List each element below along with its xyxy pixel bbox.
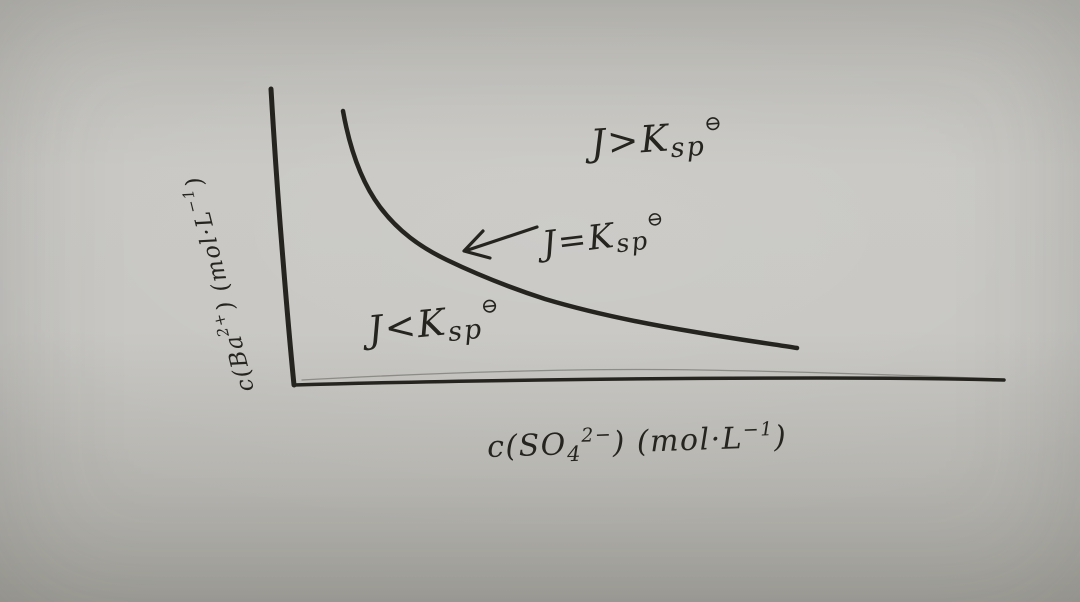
- x-axis-line: [292, 376, 1006, 387]
- label-on-curve: J=Ksp⊖: [533, 205, 669, 268]
- y-axis-label-pre: c(Ba: [220, 332, 259, 395]
- y-axis-label-mid: ) (mol·L: [189, 207, 239, 314]
- label-on-curve-subscript: sp: [615, 226, 651, 259]
- label-below-curve-superscript: ⊖: [479, 293, 501, 319]
- label-above-curve-subscript: sp: [670, 131, 707, 164]
- annotation-arrowhead-icon: [462, 229, 492, 260]
- y-axis-label: c(Ba2+) (mol·L−1): [176, 173, 260, 396]
- x-axis-label-subscript: 4: [566, 442, 583, 467]
- y-axis-line: [268, 86, 297, 388]
- label-on-curve-superscript: ⊖: [645, 205, 667, 231]
- x-axis-label-superscript1: 2−: [580, 424, 613, 447]
- label-above-curve-main: J>K: [582, 116, 672, 165]
- label-below-curve-subscript: sp: [446, 314, 484, 349]
- equilibrium-curve: [340, 108, 800, 351]
- x-axis-label-post: ): [772, 420, 787, 455]
- x-axis-label: c(SO42−) (mol·L−1): [486, 418, 788, 469]
- x-axis-label-mid: ) (mol·L: [611, 421, 744, 461]
- label-above-curve-superscript: ⊖: [703, 111, 724, 136]
- y-axis-label-superscript1: 2+: [209, 310, 233, 340]
- label-below-curve-main: J<K: [359, 300, 450, 352]
- x-axis-label-pre: c(SO: [487, 427, 568, 465]
- y-axis-label-superscript2: −1: [178, 186, 202, 215]
- label-on-curve-main: J=K: [534, 216, 618, 265]
- annotation-arrow-shaft: [466, 225, 539, 252]
- x-axis-ghost-line: [301, 368, 1001, 381]
- label-above-curve: J>Ksp⊖: [582, 111, 726, 171]
- label-below-curve: J<Ksp⊖: [359, 293, 505, 357]
- x-axis-label-superscript2: −1: [742, 418, 774, 441]
